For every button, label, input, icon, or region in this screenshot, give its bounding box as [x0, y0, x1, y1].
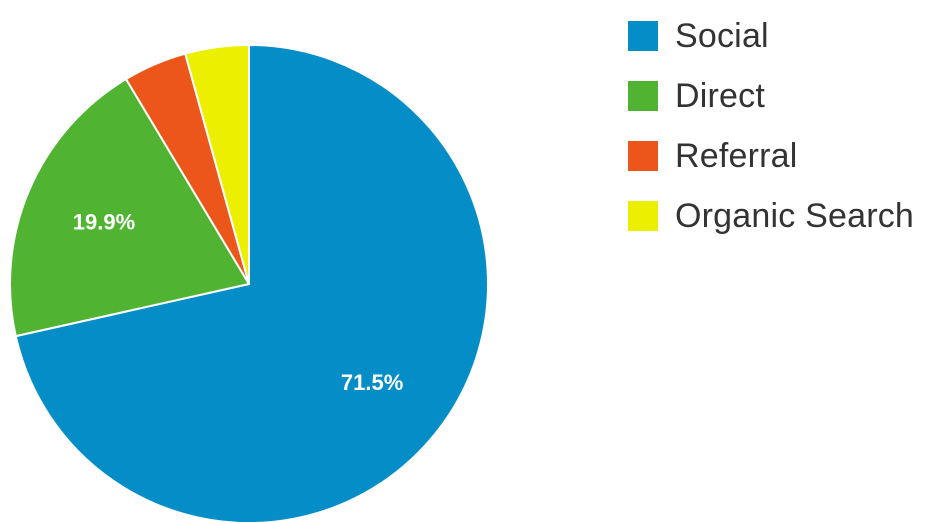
legend-item-organic-search[interactable]: Organic Search: [628, 186, 914, 246]
legend-swatch: [628, 81, 658, 111]
pie-slice-organic-search[interactable]: [184, 44, 250, 285]
legend-swatch: [628, 21, 658, 51]
legend-label: Organic Search: [675, 196, 915, 235]
legend-swatch: [628, 201, 658, 231]
legend-item-direct[interactable]: Direct: [628, 66, 914, 126]
legend-item-social[interactable]: Social: [628, 6, 914, 66]
legend-label: Social: [675, 16, 769, 55]
legend-item-referral[interactable]: Referral: [628, 126, 914, 186]
pie-slice-social[interactable]: [14, 44, 489, 523]
pie-plot: 71.5% 19.9%: [9, 44, 489, 523]
pie-slice-direct[interactable]: [9, 78, 250, 338]
data-label-social: 71.5%: [341, 370, 403, 395]
data-label-direct: 19.9%: [73, 209, 135, 234]
legend-label: Direct: [675, 76, 765, 115]
legend-swatch: [628, 141, 658, 171]
legend-label: Referral: [675, 136, 798, 175]
legend: Social Direct Referral Organic Search: [628, 6, 914, 246]
